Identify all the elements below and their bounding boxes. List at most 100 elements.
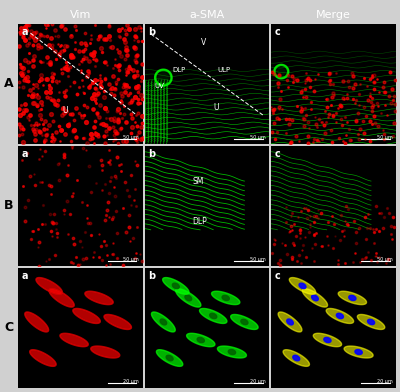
Point bbox=[378, 210, 384, 216]
Text: 20 μm: 20 μm bbox=[123, 379, 139, 385]
Point bbox=[64, 62, 70, 69]
Text: U: U bbox=[63, 105, 68, 114]
Point bbox=[303, 94, 309, 100]
Point bbox=[81, 111, 87, 118]
Point bbox=[97, 102, 103, 108]
Point bbox=[341, 227, 347, 233]
Point bbox=[74, 176, 81, 183]
Point bbox=[290, 240, 296, 246]
Point bbox=[107, 161, 114, 167]
Point bbox=[323, 119, 330, 125]
Polygon shape bbox=[187, 333, 215, 347]
Point bbox=[340, 95, 346, 101]
Point bbox=[311, 219, 318, 225]
Point bbox=[356, 225, 362, 232]
Point bbox=[103, 128, 110, 134]
Point bbox=[124, 69, 130, 75]
Point bbox=[68, 54, 74, 61]
Point bbox=[391, 93, 397, 99]
Point bbox=[275, 116, 282, 122]
Point bbox=[36, 156, 42, 162]
Point bbox=[346, 126, 352, 132]
Point bbox=[117, 97, 124, 103]
Point bbox=[382, 89, 388, 95]
Point bbox=[37, 180, 44, 186]
Point bbox=[16, 132, 23, 138]
Text: U: U bbox=[213, 103, 219, 112]
Point bbox=[61, 211, 67, 217]
Point bbox=[89, 52, 96, 58]
Point bbox=[61, 89, 68, 95]
Point bbox=[78, 58, 84, 64]
Point bbox=[131, 44, 137, 50]
Point bbox=[107, 261, 113, 267]
Point bbox=[352, 117, 359, 123]
Point bbox=[63, 108, 70, 114]
Point bbox=[88, 93, 95, 99]
Polygon shape bbox=[166, 355, 173, 361]
Point bbox=[122, 84, 129, 90]
Point bbox=[120, 205, 126, 211]
Polygon shape bbox=[30, 350, 56, 367]
Polygon shape bbox=[222, 295, 229, 301]
Point bbox=[294, 77, 300, 83]
Point bbox=[314, 136, 320, 143]
Polygon shape bbox=[302, 289, 328, 307]
Point bbox=[337, 103, 344, 109]
Point bbox=[123, 47, 130, 53]
Point bbox=[30, 100, 36, 106]
Text: 50 μm: 50 μm bbox=[123, 257, 139, 262]
Point bbox=[38, 99, 44, 105]
Point bbox=[64, 42, 70, 49]
Point bbox=[296, 138, 302, 144]
Point bbox=[81, 102, 88, 108]
Point bbox=[322, 107, 328, 114]
Point bbox=[44, 33, 50, 39]
Point bbox=[96, 254, 102, 260]
Point bbox=[30, 125, 36, 132]
Polygon shape bbox=[49, 289, 74, 307]
Point bbox=[34, 122, 41, 128]
Point bbox=[39, 179, 45, 185]
Point bbox=[294, 258, 300, 264]
Polygon shape bbox=[326, 309, 354, 323]
Point bbox=[342, 114, 348, 120]
Polygon shape bbox=[278, 312, 302, 332]
Point bbox=[384, 205, 390, 211]
Text: a: a bbox=[22, 149, 28, 159]
Point bbox=[352, 100, 358, 107]
Point bbox=[362, 236, 369, 243]
Point bbox=[81, 134, 88, 141]
Point bbox=[24, 74, 30, 80]
Point bbox=[108, 174, 114, 180]
Point bbox=[35, 42, 41, 49]
Point bbox=[390, 224, 397, 230]
Point bbox=[84, 215, 90, 221]
Point bbox=[72, 46, 78, 53]
Polygon shape bbox=[85, 291, 113, 305]
Point bbox=[294, 103, 300, 110]
Polygon shape bbox=[104, 314, 132, 329]
Point bbox=[118, 99, 124, 105]
Point bbox=[55, 33, 61, 39]
Point bbox=[36, 120, 42, 127]
Point bbox=[376, 209, 382, 216]
Point bbox=[68, 52, 74, 58]
Point bbox=[135, 82, 141, 89]
Point bbox=[52, 48, 58, 54]
Point bbox=[51, 98, 57, 104]
Point bbox=[134, 223, 140, 230]
Point bbox=[69, 53, 76, 59]
Point bbox=[45, 22, 51, 28]
Point bbox=[35, 94, 42, 100]
Polygon shape bbox=[276, 67, 286, 76]
Point bbox=[47, 85, 53, 91]
Point bbox=[325, 114, 332, 120]
Point bbox=[86, 58, 92, 64]
Point bbox=[322, 130, 328, 136]
Point bbox=[371, 252, 378, 259]
Point bbox=[92, 76, 98, 83]
Point bbox=[36, 240, 42, 246]
Point bbox=[121, 111, 127, 117]
Point bbox=[26, 35, 33, 42]
